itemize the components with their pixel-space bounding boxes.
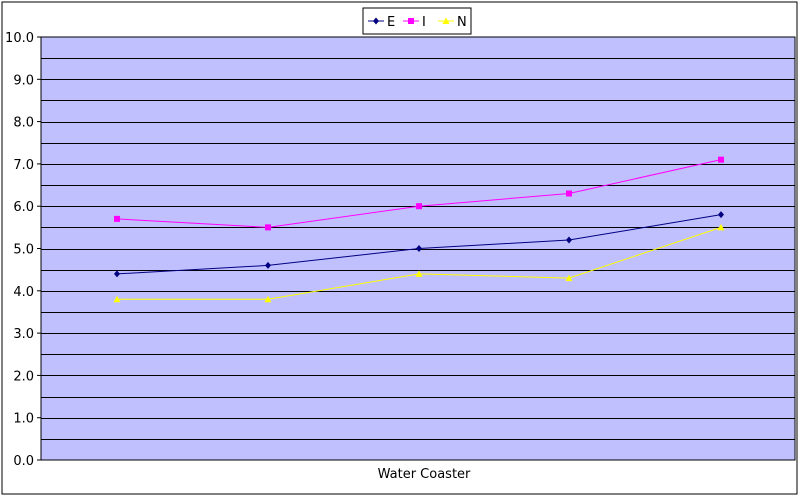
legend-label-i: I	[422, 15, 426, 30]
y-tick-label: 2.0	[13, 369, 34, 384]
x-axis-label: Water Coaster	[378, 467, 471, 482]
legend-label-e: E	[387, 15, 395, 30]
y-tick-label: 0.0	[13, 454, 34, 469]
series-e	[114, 211, 724, 278]
data-point-i	[265, 224, 271, 231]
data-point-e	[566, 236, 572, 244]
data-point-e	[114, 270, 120, 278]
data-point-n	[565, 274, 573, 282]
y-axis-ticks: 0.0 1.0 2.0 3.0 4.0 5.0 6.0 7.0 8.0 9.0 10.0	[5, 31, 41, 469]
legend-item-n: N	[438, 15, 467, 30]
legend-label-n: N	[457, 15, 467, 30]
data-point-e	[718, 211, 724, 219]
data-point-e	[265, 261, 271, 269]
y-tick-label: 10.0	[5, 31, 34, 46]
data-point-i	[566, 190, 572, 197]
legend-item-e: E	[368, 15, 395, 30]
series-n	[113, 223, 725, 303]
data-point-n	[264, 295, 272, 303]
gridlines	[41, 58, 795, 440]
legend-marker-n	[442, 17, 450, 24]
y-tick-label: 1.0	[13, 412, 34, 427]
legend-item-i: I	[403, 15, 426, 30]
y-tick-label: 3.0	[13, 327, 34, 342]
legend-marker-e	[373, 17, 379, 25]
data-point-i	[718, 156, 724, 163]
y-tick-label: 7.0	[13, 158, 34, 173]
data-point-n	[113, 295, 121, 303]
y-tick-label: 9.0	[13, 73, 34, 88]
data-point-i	[114, 215, 120, 222]
y-tick-label: 4.0	[13, 285, 34, 300]
y-tick-label: 5.0	[13, 243, 34, 258]
y-tick-label: 6.0	[13, 200, 34, 215]
data-point-n	[415, 270, 423, 277]
data-point-i	[416, 203, 422, 210]
series-i	[114, 156, 724, 231]
series-layer	[113, 156, 725, 303]
legend-marker-i	[408, 18, 414, 24]
data-point-n	[717, 223, 725, 231]
y-tick-label: 8.0	[13, 116, 34, 131]
data-point-e	[416, 245, 422, 252]
